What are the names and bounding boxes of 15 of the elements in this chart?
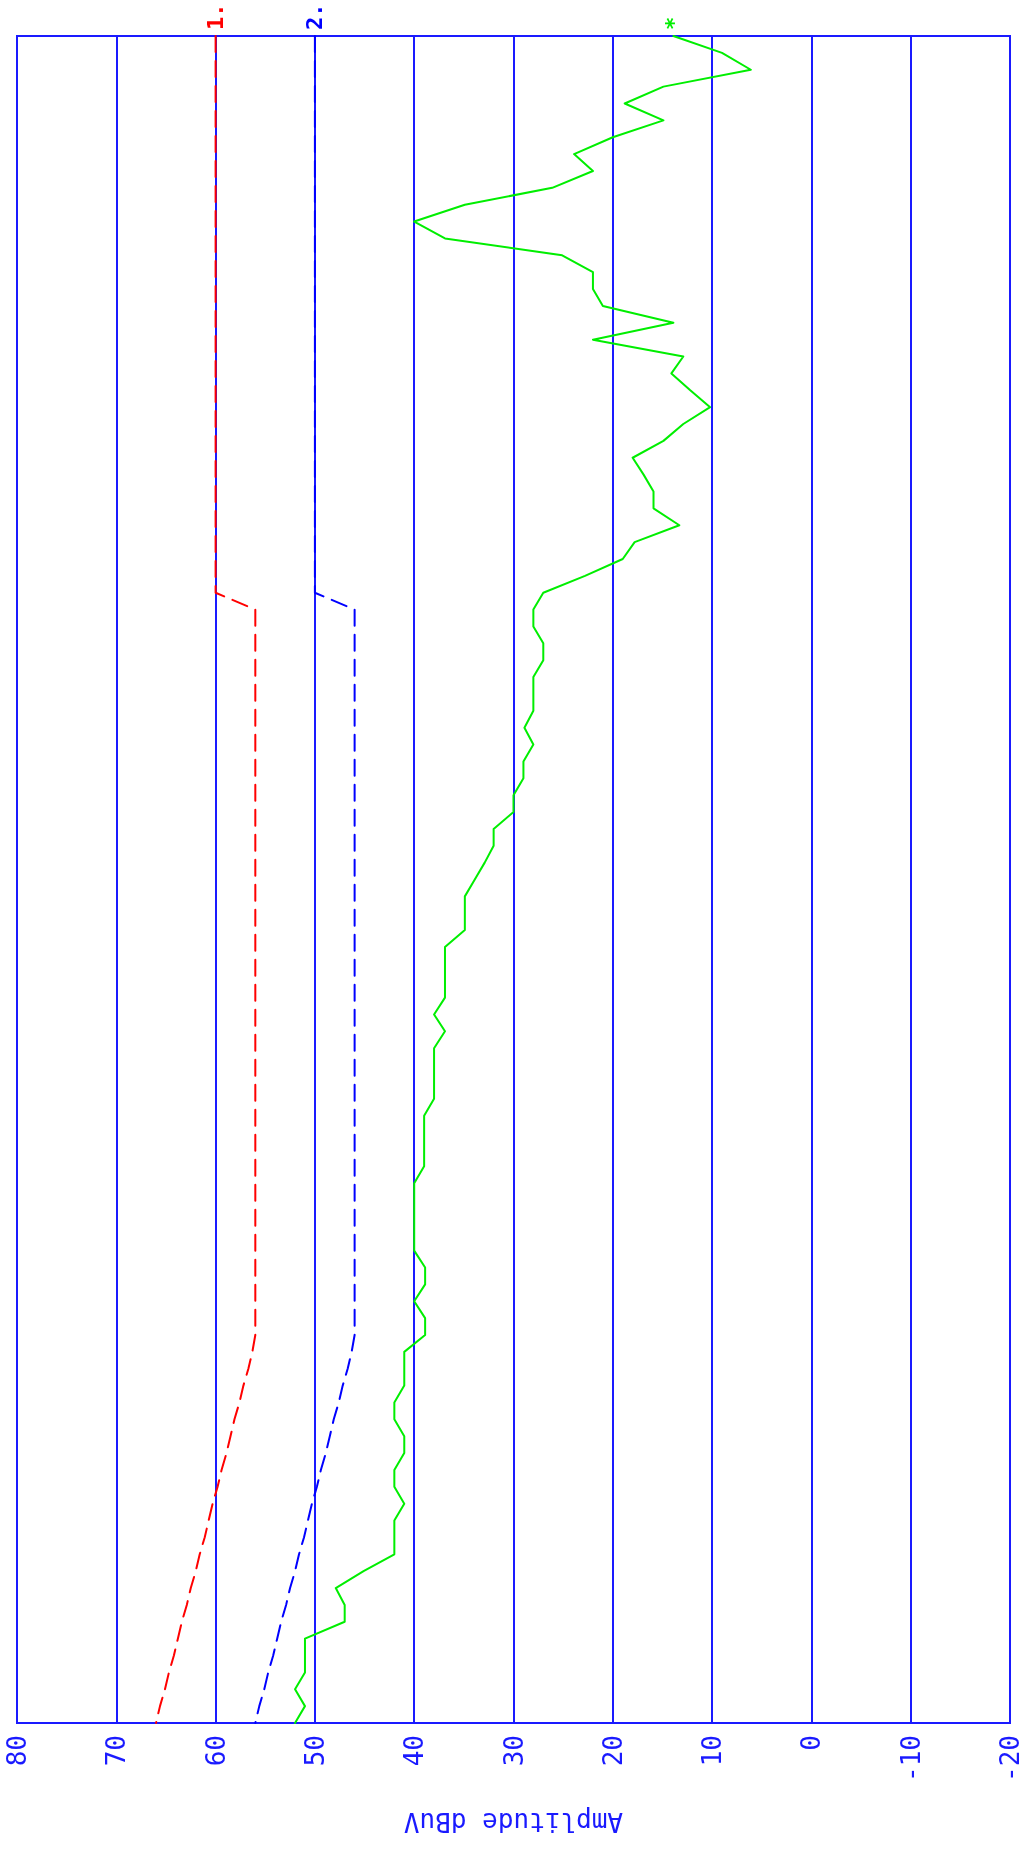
x-tick-label: 50 (299, 1735, 330, 1767)
text: 2. (302, 3, 328, 30)
x-tick-label: 80 (2, 1735, 32, 1767)
text: * (660, 16, 686, 30)
x-tick-label: -10 (895, 1735, 926, 1782)
x-tick-label: -20 (995, 1735, 1025, 1782)
x-tick-label: 20 (597, 1735, 628, 1767)
x-tick-label: 70 (101, 1735, 132, 1767)
x-tick-label: 30 (498, 1735, 529, 1767)
x-tick-label: 60 (200, 1735, 231, 1767)
x-tick-label: 0 (796, 1735, 827, 1751)
x-tick-label: 40 (399, 1735, 430, 1767)
x-tick-label: 10 (697, 1735, 728, 1767)
x-axis-title: Amplitude dBuV (403, 1807, 624, 1837)
text: 1. (203, 3, 229, 30)
